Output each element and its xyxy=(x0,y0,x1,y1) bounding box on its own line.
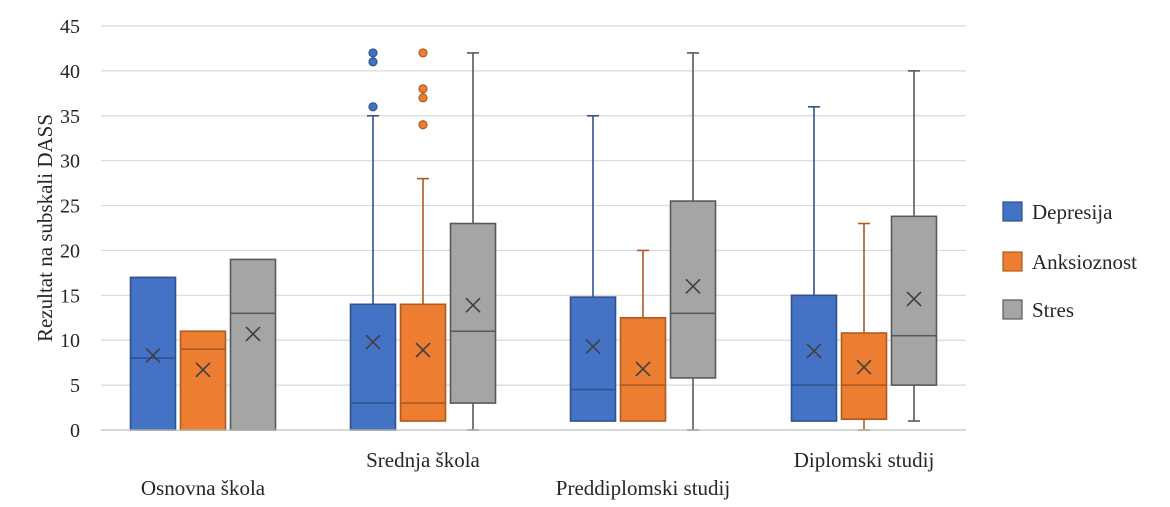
outlier-point xyxy=(368,48,378,58)
box-stres-2 xyxy=(449,52,497,431)
box-anksioznost-3 xyxy=(619,249,667,422)
mean-marker xyxy=(415,342,431,358)
box-body xyxy=(569,296,617,422)
y-tick-label: 40 xyxy=(60,61,80,83)
box-anksioznost-2 xyxy=(399,48,447,422)
legend-label: Anksioznost xyxy=(1032,250,1137,274)
y-tick-label: 10 xyxy=(60,330,80,352)
outlier-point xyxy=(368,102,378,112)
box-body xyxy=(790,294,838,422)
legend: Depresija Anksioznost Stres xyxy=(1002,200,1137,322)
box-body xyxy=(669,200,717,379)
box-stres-1 xyxy=(229,258,277,431)
mean-marker xyxy=(365,334,381,350)
box-body xyxy=(349,303,397,431)
mean-marker xyxy=(195,362,211,378)
box-depresija-1 xyxy=(129,276,177,431)
box-depresija-3 xyxy=(569,114,617,422)
box-body xyxy=(890,215,938,386)
box-stres-3 xyxy=(669,52,717,431)
outlier-point xyxy=(368,57,378,67)
y-tick-label: 25 xyxy=(60,196,80,218)
y-axis-label: Rezultat na subskali DASS xyxy=(33,114,57,342)
box-body xyxy=(129,276,177,431)
box-depresija-4 xyxy=(790,106,838,422)
mean-marker xyxy=(906,291,922,307)
box-anksioznost-1 xyxy=(179,330,227,431)
box-body xyxy=(179,330,227,431)
mean-marker xyxy=(145,347,161,364)
category-label: Diplomski studij xyxy=(794,448,935,472)
legend-swatch xyxy=(1002,299,1023,320)
mean-marker xyxy=(585,338,601,355)
category-label: Osnovna škola xyxy=(141,476,266,500)
mean-marker xyxy=(806,343,822,359)
y-tick-label: 30 xyxy=(60,151,80,173)
box-stres-4 xyxy=(890,70,938,422)
outlier-point xyxy=(418,48,428,58)
box-body xyxy=(229,258,277,431)
y-tick-label: 35 xyxy=(60,106,80,128)
mean-marker xyxy=(245,326,261,342)
category-labels: Osnovna škola Srednja škola Preddiplomski … xyxy=(141,448,934,500)
category-label: Preddiplomski studij xyxy=(556,476,730,500)
category-label: Srednja škola xyxy=(366,448,480,472)
mean-marker xyxy=(856,359,872,375)
y-tick-label: 15 xyxy=(60,285,80,307)
legend-label: Depresija xyxy=(1032,200,1113,224)
box-body xyxy=(399,303,447,422)
y-tick-label: 5 xyxy=(70,375,80,397)
legend-swatch xyxy=(1002,251,1023,272)
mean-marker xyxy=(685,278,701,294)
box-depresija-2 xyxy=(349,48,397,431)
y-tick-label: 45 xyxy=(60,16,80,38)
y-tick-labels: 0 5 10 15 20 25 30 35 40 45 xyxy=(60,16,80,442)
mean-marker xyxy=(635,361,651,377)
box-body xyxy=(449,222,497,404)
outlier-point xyxy=(418,84,428,94)
mean-marker xyxy=(465,297,481,313)
y-tick-label: 0 xyxy=(70,420,80,442)
outlier-point xyxy=(418,93,428,103)
box-anksioznost-4 xyxy=(840,222,888,431)
y-tick-label: 20 xyxy=(60,240,80,262)
outlier-point xyxy=(418,120,428,130)
legend-swatch xyxy=(1002,201,1023,222)
box-body xyxy=(840,332,888,421)
legend-label: Stres xyxy=(1032,298,1074,322)
plot-area xyxy=(129,48,938,431)
